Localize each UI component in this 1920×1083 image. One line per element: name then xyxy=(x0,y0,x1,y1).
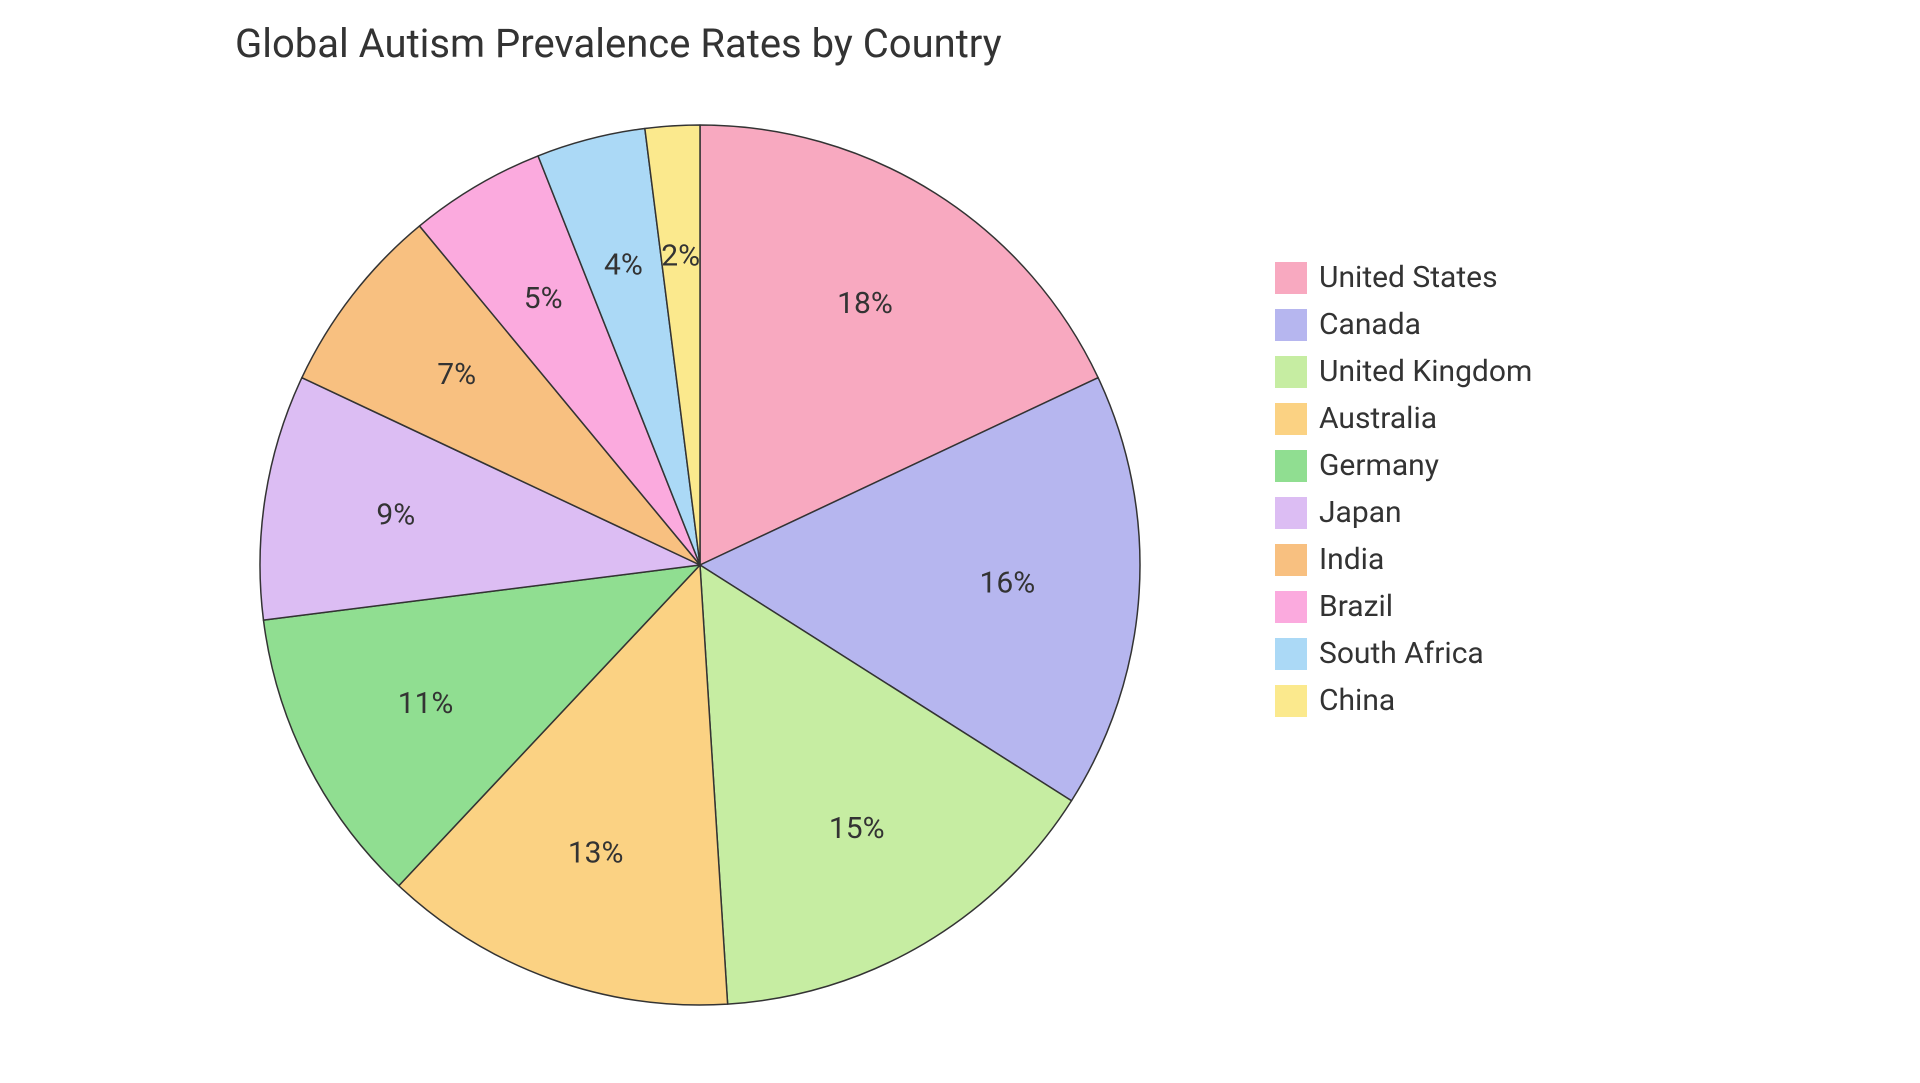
legend-item: China xyxy=(1275,683,1532,718)
legend-swatch xyxy=(1275,638,1307,670)
legend-label: Canada xyxy=(1319,307,1421,342)
slice-label: 18% xyxy=(837,286,893,321)
legend-swatch xyxy=(1275,497,1307,529)
legend-swatch xyxy=(1275,591,1307,623)
slice-label: 11% xyxy=(398,686,454,721)
slice-label: 5% xyxy=(524,281,563,316)
legend-label: Japan xyxy=(1319,495,1402,530)
legend-label: China xyxy=(1319,683,1395,718)
slice-label: 9% xyxy=(376,498,415,533)
slice-label: 4% xyxy=(604,248,643,283)
legend-label: United Kingdom xyxy=(1319,354,1532,389)
legend-label: Australia xyxy=(1319,401,1437,436)
legend: United States Canada United Kingdom Austral… xyxy=(1275,260,1532,730)
legend-swatch xyxy=(1275,403,1307,435)
chart-container: Global Autism Prevalence Rates by Countr… xyxy=(0,0,1920,1083)
legend-item: Brazil xyxy=(1275,589,1532,624)
legend-label: Brazil xyxy=(1319,589,1393,624)
slice-label: 2% xyxy=(661,239,700,274)
legend-item: Japan xyxy=(1275,495,1532,530)
legend-swatch xyxy=(1275,685,1307,717)
legend-item: India xyxy=(1275,542,1532,577)
legend-swatch xyxy=(1275,544,1307,576)
legend-item: Germany xyxy=(1275,448,1532,483)
chart-title: Global Autism Prevalence Rates by Countr… xyxy=(235,20,1002,67)
legend-swatch xyxy=(1275,450,1307,482)
legend-item: United Kingdom xyxy=(1275,354,1532,389)
slice-label: 13% xyxy=(568,836,624,871)
legend-swatch xyxy=(1275,309,1307,341)
slice-label: 7% xyxy=(437,357,476,392)
legend-item: South Africa xyxy=(1275,636,1532,671)
legend-item: Australia xyxy=(1275,401,1532,436)
slice-label: 16% xyxy=(980,565,1036,600)
legend-swatch xyxy=(1275,262,1307,294)
legend-label: Germany xyxy=(1319,448,1439,483)
legend-label: India xyxy=(1319,542,1384,577)
legend-item: Canada xyxy=(1275,307,1532,342)
legend-item: United States xyxy=(1275,260,1532,295)
legend-swatch xyxy=(1275,356,1307,388)
slice-label: 15% xyxy=(829,811,885,846)
pie-chart: 18% 16% 15% 13% 11% 9% 7% 5% 4% 2% xyxy=(230,105,1190,1049)
legend-label: South Africa xyxy=(1319,636,1484,671)
legend-label: United States xyxy=(1319,260,1498,295)
